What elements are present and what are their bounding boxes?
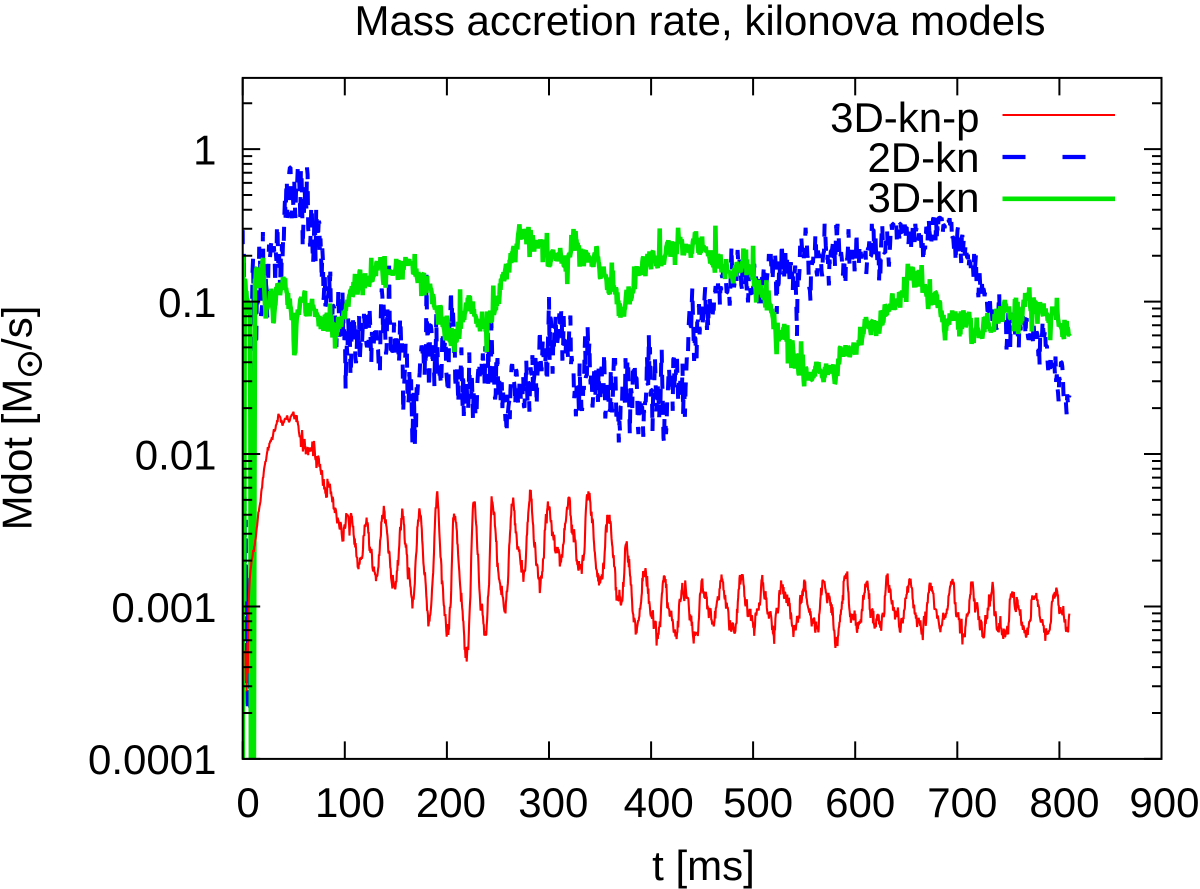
svg-text:600: 600 bbox=[825, 779, 895, 826]
svg-text:0.01: 0.01 bbox=[135, 431, 217, 478]
svg-text:t [ms]: t [ms] bbox=[652, 842, 755, 889]
svg-text:1: 1 bbox=[193, 126, 216, 173]
svg-text:100: 100 bbox=[315, 779, 385, 826]
svg-text:200: 200 bbox=[416, 779, 486, 826]
svg-text:Mdot [M: Mdot [M bbox=[0, 379, 41, 531]
svg-text:0: 0 bbox=[236, 779, 259, 826]
svg-text:900: 900 bbox=[1129, 779, 1199, 826]
svg-text:3D-kn-p: 3D-kn-p bbox=[830, 94, 979, 141]
svg-text:700: 700 bbox=[927, 779, 997, 826]
svg-text:0.001: 0.001 bbox=[111, 584, 216, 631]
svg-text:3D-kn: 3D-kn bbox=[867, 174, 979, 221]
svg-text:500: 500 bbox=[723, 779, 793, 826]
svg-text:/s]: /s] bbox=[0, 306, 41, 350]
svg-text:300: 300 bbox=[518, 779, 588, 826]
svg-text:2D-kn: 2D-kn bbox=[867, 134, 979, 181]
svg-text:800: 800 bbox=[1029, 779, 1099, 826]
svg-text:0.0001: 0.0001 bbox=[88, 736, 216, 783]
svg-text:Mass accretion rate, kilonova: Mass accretion rate, kilonova models bbox=[355, 0, 1046, 44]
svg-text:400: 400 bbox=[624, 779, 694, 826]
svg-text:0.1: 0.1 bbox=[158, 279, 216, 326]
